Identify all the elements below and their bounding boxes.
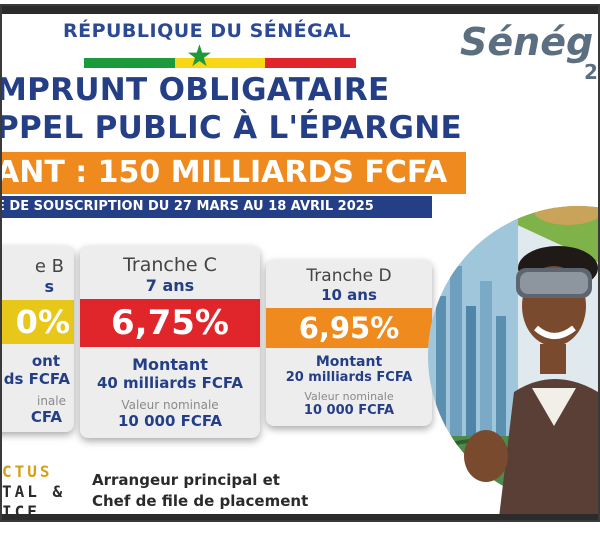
- republic-label: RÉPUBLIQUE DU SÉNÉGAL: [62, 20, 352, 42]
- amount-label: Montant: [315, 354, 383, 370]
- logo-line-1: CTUS: [2, 462, 53, 481]
- nominal-label: inale: [36, 394, 66, 408]
- star-icon: ★: [186, 39, 213, 74]
- tranche-rate: 6,95%: [266, 308, 432, 348]
- senegal-flag-stripe: [84, 58, 357, 68]
- tranche-name: Tranche C: [123, 254, 217, 276]
- subscription-period-band: E DE SOUSCRIPTION DU 27 MARS AU 18 AVRIL…: [2, 196, 432, 218]
- tranche-card-b: e B s 0% ont ds FCFA inale CFA: [2, 246, 74, 432]
- nominal-value: CFA: [30, 408, 62, 426]
- tranche-name: e B: [34, 256, 64, 277]
- tranche-years: 7 ans: [145, 276, 195, 295]
- nominal-label: Valeur nominale: [121, 398, 219, 412]
- tranche-years: 10 ans: [321, 286, 377, 304]
- nominal-value: 10 000 FCFA: [117, 412, 223, 430]
- top-border: [2, 6, 598, 14]
- amount-label: Montant: [132, 355, 208, 374]
- tranche-years: s: [44, 277, 54, 296]
- logo-line-2: TAL &: [2, 482, 66, 501]
- arranger-line-2: Chef de file de placement: [92, 492, 309, 510]
- tranche-card-c: Tranche C 7 ans 6,75% Montant 40 milliar…: [80, 246, 260, 438]
- nominal-label: Valeur nominale: [304, 390, 394, 403]
- tranche-name: Tranche D: [306, 266, 392, 286]
- tranche-rate: 6,75%: [80, 299, 260, 347]
- tranche-rate: 0%: [2, 300, 74, 344]
- nominal-value: 10 000 FCFA: [303, 403, 395, 418]
- amount-value: 20 milliards FCFA: [285, 370, 413, 385]
- brand-logo: Sénég: [460, 20, 594, 64]
- amount-value: 40 milliards FCFA: [96, 374, 244, 392]
- banner: RÉPUBLIQUE DU SÉNÉGAL ★ Sénég 2 MPRUNT O…: [0, 4, 600, 522]
- bottom-border: [2, 514, 598, 520]
- title-line-1: MPRUNT OBLIGATAIRE: [0, 72, 390, 108]
- tranche-card-d: Tranche D 10 ans 6,95% Montant 20 millia…: [266, 260, 432, 426]
- vr-woman-illustration: [428, 206, 598, 520]
- amount-label: ont: [31, 352, 60, 370]
- arranger-line-1: Arrangeur principal et: [92, 471, 280, 489]
- amount-value: ds FCFA: [3, 370, 70, 388]
- arranger-text: Arrangeur principal et Chef de file de p…: [92, 470, 308, 512]
- title-line-2: PPEL PUBLIC À L'ÉPARGNE: [0, 110, 462, 146]
- total-amount-band: ANT : 150 MILLIARDS FCFA: [2, 152, 466, 194]
- partner-logo: CTUS TAL & ICE: [2, 462, 66, 520]
- brand-logo-sub: 2: [584, 60, 598, 84]
